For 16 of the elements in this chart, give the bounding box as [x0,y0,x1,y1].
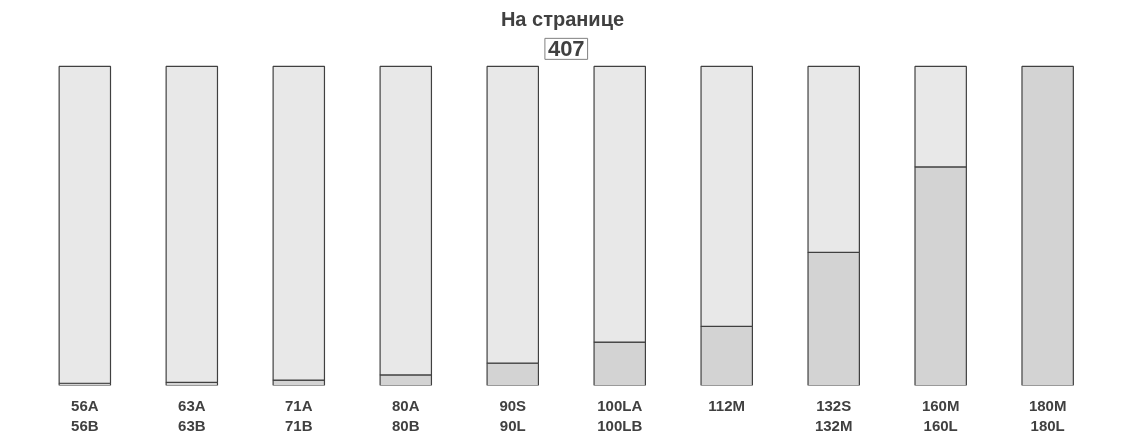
text: 407 [547,36,585,62]
x-tick-label: 63A 63B [178,396,206,434]
bar [58,65,112,384]
x-tick-label: 132S 132M [814,396,853,434]
x-tick-label: 100LA 100LB [597,396,643,434]
x-tick-label: 56A 56B [71,396,99,434]
x-tick-label: 90S 90L [499,396,527,434]
x-tick-label: 160M 160L [921,396,960,434]
x-tick-label: 80A 80B [392,396,420,434]
chart-title: На странице [500,7,625,30]
x-tick-label: 180M 180L [1028,396,1067,434]
bar [272,65,326,381]
x-tick-label: 71A 71B [285,396,313,434]
bar [1021,65,1074,386]
bar [165,65,219,383]
x-tick-label: 112M [708,396,746,414]
